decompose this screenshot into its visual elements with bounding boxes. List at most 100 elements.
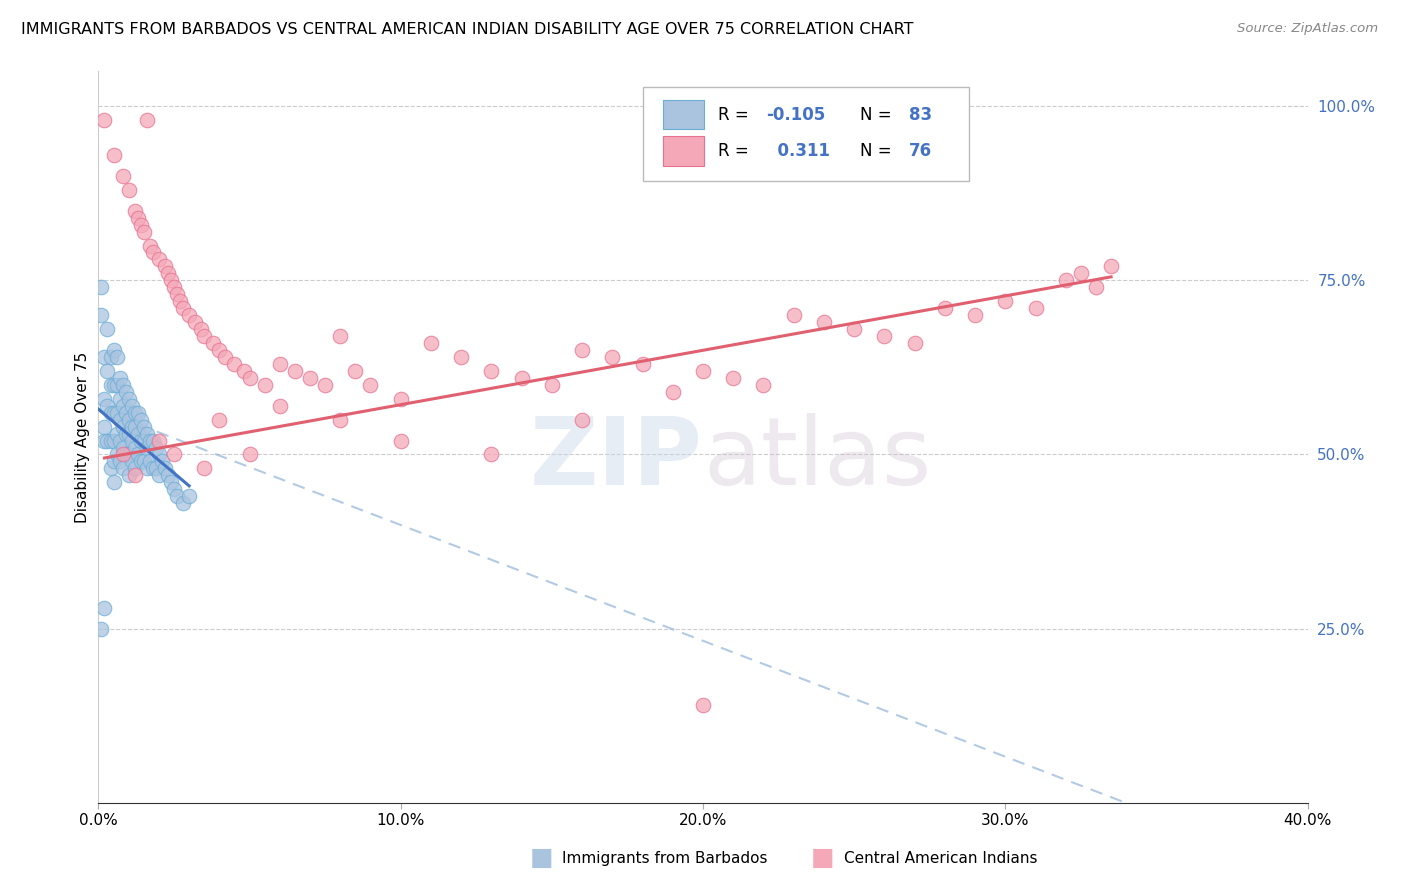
Point — [269, 357, 291, 371]
Point — [100, 406, 122, 420]
Point — [103, 343, 125, 357]
Point — [934, 301, 956, 316]
Point — [813, 315, 835, 329]
Point — [111, 448, 134, 462]
Text: 76: 76 — [908, 142, 932, 160]
Point — [156, 266, 179, 280]
Point — [166, 489, 188, 503]
Point — [108, 371, 131, 385]
Point — [118, 426, 141, 441]
Point — [93, 113, 115, 128]
Point — [169, 294, 191, 309]
Point — [224, 357, 246, 371]
Point — [118, 412, 141, 426]
Point — [111, 377, 134, 392]
Point — [103, 434, 125, 448]
Point — [118, 448, 141, 462]
Point — [239, 371, 262, 385]
Point — [108, 392, 131, 406]
Point — [156, 468, 179, 483]
Text: ■: ■ — [530, 847, 553, 870]
Point — [1054, 273, 1077, 287]
Point — [1024, 301, 1046, 316]
Point — [139, 238, 162, 252]
Point — [93, 350, 115, 364]
Point — [121, 434, 143, 448]
Point — [208, 412, 231, 426]
Text: IMMIGRANTS FROM BARBADOS VS CENTRAL AMERICAN INDIAN DISABILITY AGE OVER 75 CORRE: IMMIGRANTS FROM BARBADOS VS CENTRAL AMER… — [21, 22, 914, 37]
Point — [190, 322, 212, 336]
Point — [108, 434, 131, 448]
Point — [121, 399, 143, 413]
Point — [631, 357, 654, 371]
Point — [132, 419, 155, 434]
Point — [124, 419, 146, 434]
Text: Source: ZipAtlas.com: Source: ZipAtlas.com — [1237, 22, 1378, 36]
Point — [166, 287, 188, 301]
Point — [124, 468, 146, 483]
Point — [111, 169, 134, 183]
Point — [124, 406, 146, 420]
Text: N =: N = — [860, 105, 897, 123]
Text: R =: R = — [717, 105, 754, 123]
Text: N =: N = — [860, 142, 897, 160]
Point — [873, 329, 896, 343]
Point — [129, 434, 152, 448]
Point — [135, 461, 157, 475]
Point — [108, 454, 131, 468]
Point — [299, 371, 322, 385]
Text: R =: R = — [717, 142, 754, 160]
Point — [752, 377, 775, 392]
Point — [160, 475, 183, 490]
Point — [172, 301, 194, 316]
Point — [571, 343, 593, 357]
Point — [994, 294, 1017, 309]
Point — [1099, 260, 1122, 274]
Point — [100, 350, 122, 364]
Point — [105, 406, 128, 420]
Point — [142, 461, 165, 475]
Point — [129, 454, 152, 468]
Point — [481, 448, 503, 462]
Bar — [664, 136, 704, 166]
Point — [124, 441, 146, 455]
Point — [420, 336, 443, 351]
Point — [105, 377, 128, 392]
Point — [142, 434, 165, 448]
Text: 83: 83 — [908, 105, 932, 123]
Point — [450, 350, 472, 364]
Point — [172, 496, 194, 510]
Point — [389, 392, 412, 406]
Point — [105, 426, 128, 441]
Point — [114, 426, 136, 441]
Point — [114, 448, 136, 462]
Point — [163, 448, 186, 462]
Text: -0.105: -0.105 — [766, 105, 825, 123]
Point — [239, 448, 262, 462]
Point — [692, 698, 714, 713]
Text: ■: ■ — [811, 847, 834, 870]
FancyBboxPatch shape — [643, 87, 969, 181]
Point — [314, 377, 336, 392]
Point — [389, 434, 412, 448]
Point — [132, 434, 155, 448]
Bar — [664, 100, 704, 129]
Point — [108, 412, 131, 426]
Point — [1085, 280, 1108, 294]
Point — [602, 350, 624, 364]
Point — [1070, 266, 1092, 280]
Point — [269, 399, 291, 413]
Point — [129, 218, 152, 232]
Point — [96, 322, 118, 336]
Text: ZIP: ZIP — [530, 413, 703, 505]
Point — [253, 377, 276, 392]
Point — [100, 461, 122, 475]
Point — [127, 426, 149, 441]
Point — [114, 384, 136, 399]
Point — [105, 448, 128, 462]
Text: Immigrants from Barbados: Immigrants from Barbados — [562, 851, 768, 865]
Point — [145, 441, 167, 455]
Point — [202, 336, 225, 351]
Point — [124, 461, 146, 475]
Text: atlas: atlas — [703, 413, 931, 505]
